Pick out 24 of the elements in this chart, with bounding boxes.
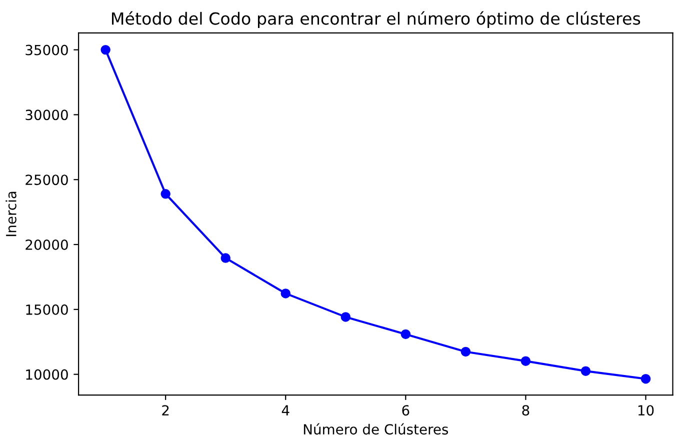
point [400, 329, 411, 340]
x-tick-label: 2 [162, 405, 169, 416]
x-axis-title: Número de Clústeres [304, 423, 448, 435]
point [280, 288, 290, 298]
y-tick-label: 25000 [26, 174, 68, 186]
y-tick-label: 20000 [26, 239, 68, 250]
x-tick-label: 8 [522, 405, 530, 416]
x-tick-label: 10 [638, 405, 654, 416]
point [520, 356, 531, 366]
y-tick-label: 30000 [26, 110, 68, 120]
point [580, 366, 591, 376]
point [220, 253, 230, 263]
x-tick-label: 6 [402, 405, 410, 416]
x-tick-label: 4 [282, 405, 290, 416]
point [640, 374, 651, 384]
point [100, 44, 110, 55]
y-axis-title: Inercia [6, 192, 16, 236]
y-tick-label: 15000 [26, 304, 68, 315]
y-tick-label: 35000 [26, 44, 68, 56]
chart-title: Método del Codo para encontrar el número óptimo de clústeres [112, 11, 640, 28]
point [160, 189, 170, 199]
y-tick-label: 10000 [26, 369, 68, 380]
point [340, 312, 350, 322]
point [460, 346, 471, 357]
